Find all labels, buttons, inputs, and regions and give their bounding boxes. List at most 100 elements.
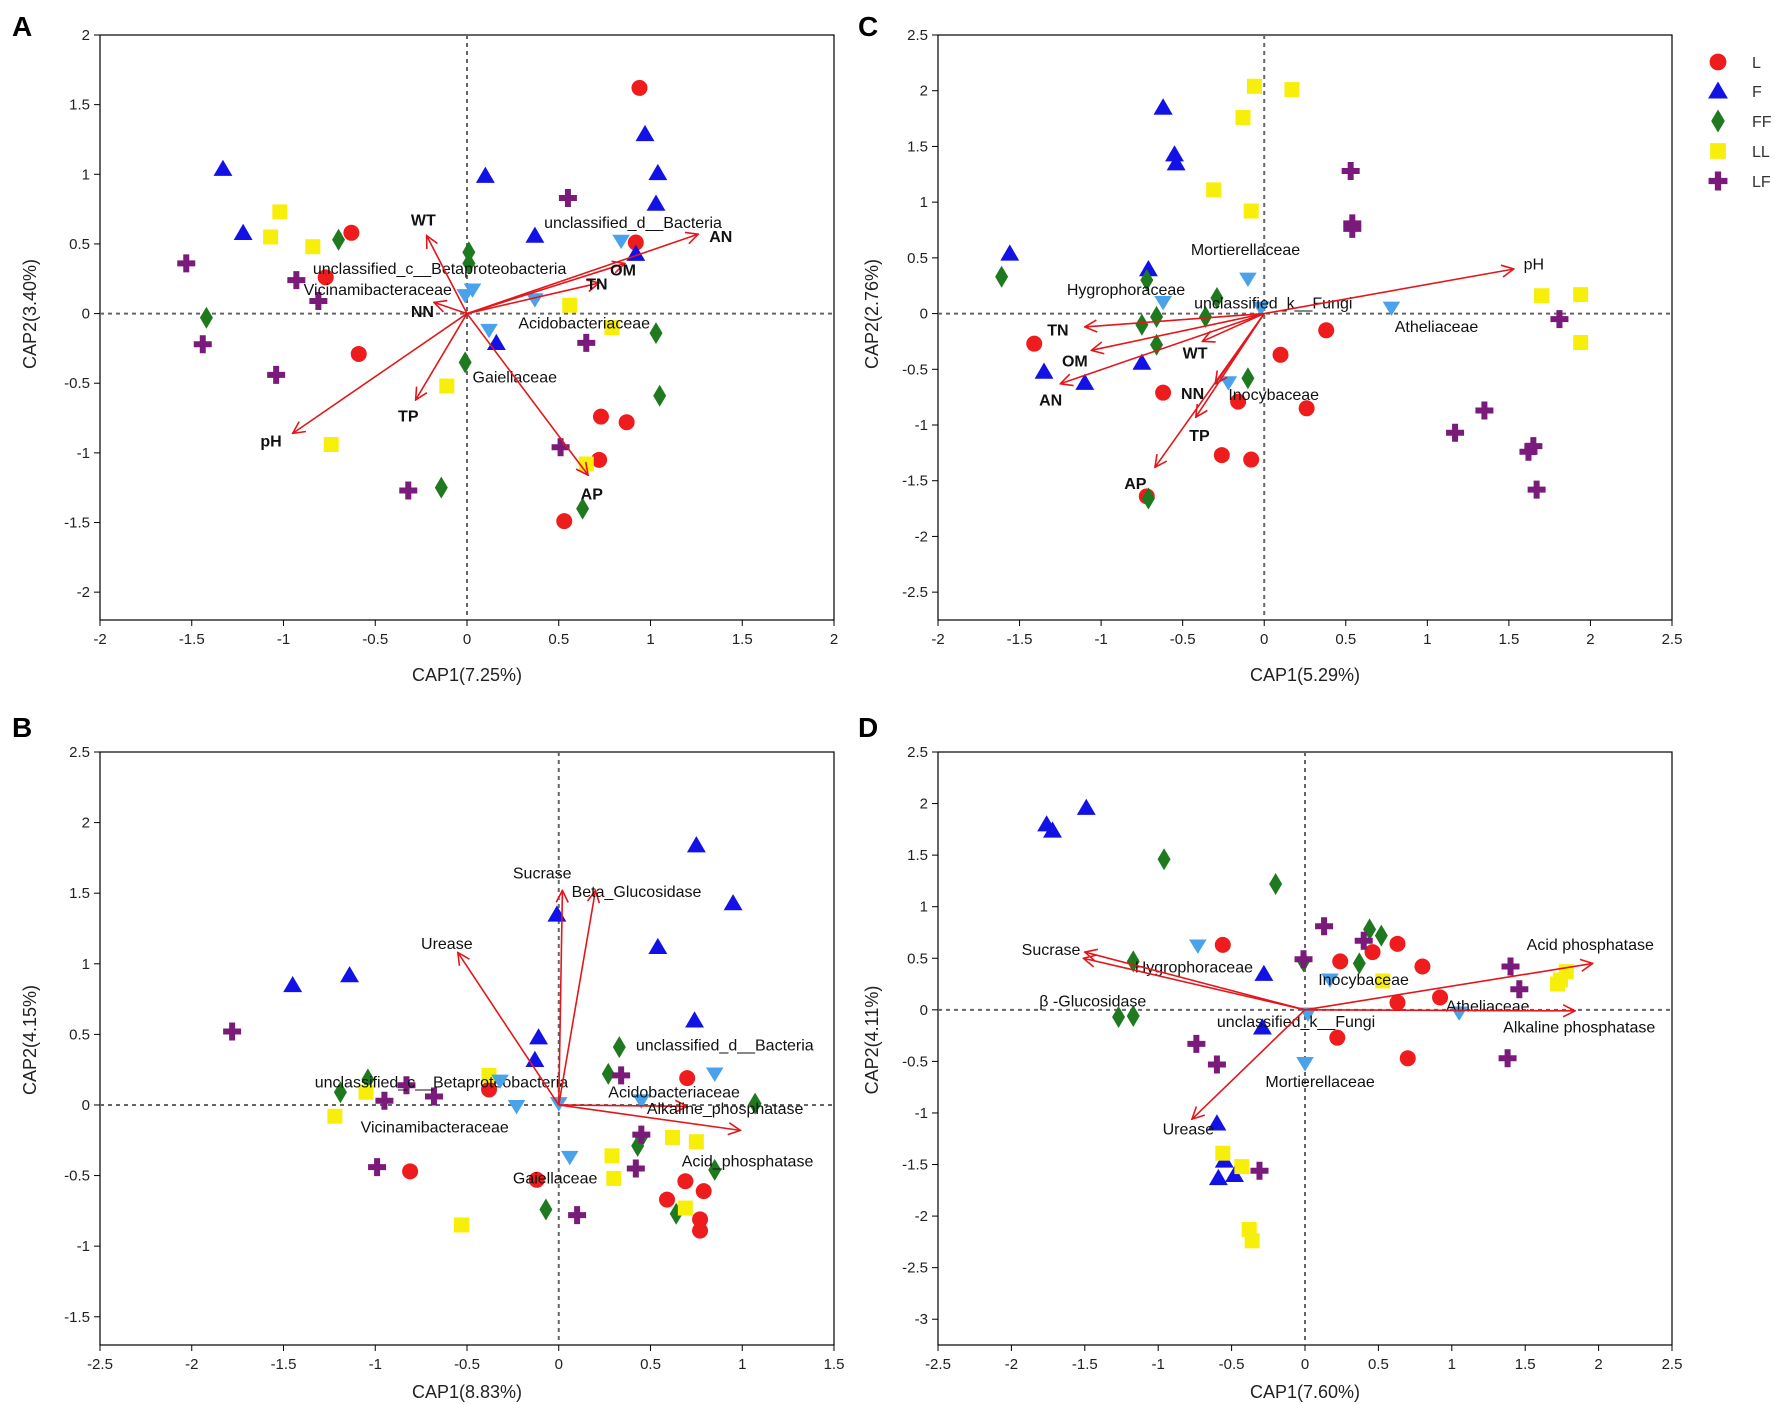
panel-d-vector-alkaline-phosphatase bbox=[1304, 1010, 1575, 1011]
panel-c-vector-label-ap: AP bbox=[1124, 476, 1147, 493]
panel-b-vector-beta-glucosidase bbox=[557, 890, 596, 1106]
panel-d-point-lf bbox=[1510, 980, 1529, 999]
panel-d-taxon-label-unclassified-k-fungi: unclassified_k__Fungi bbox=[1217, 1014, 1375, 1031]
panel-c-point-f bbox=[1000, 244, 1020, 261]
panel-d-y-tick-label: 2 bbox=[920, 796, 928, 813]
panel-d-x-tick-label: -1.5 bbox=[1072, 1356, 1098, 1373]
panel-d-y-tick-label: 1 bbox=[920, 899, 928, 916]
panel-d-x-tick-label: 2 bbox=[1594, 1356, 1602, 1373]
panel-d-vector-sucrase bbox=[1085, 952, 1306, 1011]
panel-d-point-ll bbox=[1375, 973, 1391, 989]
panel-a-point-ll bbox=[305, 239, 321, 255]
panel-a-point-lf bbox=[177, 254, 196, 273]
panel-a-y-tick-label: -1 bbox=[77, 445, 90, 462]
panel-c-vector-label-tp: TP bbox=[1189, 428, 1210, 445]
panel-c-point-l bbox=[1298, 400, 1315, 417]
panel-a-point-f bbox=[213, 159, 233, 176]
panel-b-y-tick-label: -1.5 bbox=[64, 1309, 90, 1326]
panel-d-point-l bbox=[1332, 953, 1349, 970]
legend-label-lf: LF bbox=[1752, 174, 1771, 191]
panel-d-point-l bbox=[1329, 1029, 1346, 1046]
panel-d-point-lf bbox=[1187, 1034, 1206, 1053]
panel-c-point-lf bbox=[1341, 161, 1360, 180]
panel-c-point-ff bbox=[1241, 367, 1255, 390]
panel-b-x-tick-label: -2 bbox=[185, 1356, 198, 1373]
panel-c-x-tick-label: -1.5 bbox=[1007, 631, 1033, 648]
panel-b-point-ll bbox=[481, 1067, 497, 1083]
panel-c-point-ff bbox=[1199, 305, 1213, 328]
panel-a-vector-tp bbox=[416, 313, 468, 400]
panel-a-point-l bbox=[556, 513, 573, 530]
panel-d-x-tick-label: -2 bbox=[1005, 1356, 1018, 1373]
panel-d-point-lf bbox=[1250, 1161, 1269, 1180]
panel-a-point-ff bbox=[653, 384, 667, 407]
panel-b-taxon-label-unclassified-d-bacteria: unclassified_d__Bacteria bbox=[636, 1038, 814, 1055]
panel-a-taxon-label-vicinamibacteraceae: Vicinamibacteraceae bbox=[304, 282, 452, 299]
panel-b-point-lf bbox=[612, 1066, 631, 1085]
panel-c-taxon-label-atheliaceae: Atheliaceae bbox=[1395, 319, 1479, 336]
panel-d-point-l bbox=[1214, 936, 1231, 953]
panel-a-point-l bbox=[591, 451, 608, 468]
panel-b-point-ll bbox=[453, 1217, 469, 1233]
panel-b-point-ll bbox=[665, 1129, 681, 1145]
panel-a-vector-ap bbox=[466, 313, 588, 476]
panel-d-point-f bbox=[1076, 798, 1096, 815]
panel-b-point-lf bbox=[223, 1022, 242, 1041]
panel-d-taxon-label-mortierellaceae: Mortierellaceae bbox=[1265, 1074, 1374, 1091]
panel-b-taxon-marker-gaiellaceae bbox=[560, 1150, 579, 1166]
panel-a-point-f bbox=[635, 124, 655, 142]
panel-c-y-tick-label: -1 bbox=[915, 417, 928, 434]
panel-a-vector-nn bbox=[434, 302, 468, 315]
panel-c-taxon-label-unclassified-k-fungi: unclassified_k__Fungi bbox=[1194, 296, 1352, 313]
panel-a-point-l bbox=[592, 408, 609, 425]
panel-a-y-axis-label: CAP2(3.40%) bbox=[20, 259, 40, 369]
panel-a-x-tick-label: -1 bbox=[277, 631, 290, 648]
panel-d-vector-label-glucosidase: β -Glucosidase bbox=[1039, 994, 1146, 1011]
panel-b-point-f bbox=[340, 966, 360, 983]
panel-c-point-f bbox=[1165, 145, 1184, 162]
panel-b-taxon-marker-unclassified-d-bacteria bbox=[705, 1067, 724, 1082]
panel-a-vector-label-tn: TN bbox=[586, 276, 607, 293]
panel-c-x-tick-label: 2 bbox=[1586, 631, 1594, 648]
panel-c-point-ll bbox=[1573, 287, 1589, 303]
panel-c-point-lf bbox=[1550, 310, 1569, 329]
panel-c-point-lf bbox=[1446, 423, 1465, 442]
panel-a-point-ff bbox=[458, 351, 472, 374]
panel-c-x-tick-label: -0.5 bbox=[1170, 631, 1196, 648]
panel-c-point-lf bbox=[1527, 480, 1546, 499]
panel-c-taxon-label-hygrophoraceae: Hygrophoraceae bbox=[1067, 282, 1185, 299]
panel-c-y-tick-label: 0.5 bbox=[907, 250, 928, 267]
panel-a-point-lf bbox=[287, 271, 306, 290]
panel-a-point-l bbox=[317, 269, 334, 286]
panel-c-point-f bbox=[1166, 154, 1186, 171]
panel-c-y-tick-label: -1.5 bbox=[902, 473, 928, 490]
panel-a-x-axis-label: CAP1(7.25%) bbox=[412, 665, 522, 685]
panel-c-point-ll bbox=[1573, 335, 1589, 351]
panel-c-y-tick-label: 1.5 bbox=[907, 138, 928, 155]
panel-b-point-ff bbox=[539, 1198, 553, 1221]
panel-a-point-ll bbox=[263, 229, 279, 245]
panel-b-y-tick-label: 0 bbox=[82, 1097, 90, 1114]
panel-b-point-l bbox=[402, 1163, 419, 1180]
panel-d-point-l bbox=[1399, 1050, 1416, 1067]
panel-letter-c: C bbox=[858, 11, 878, 42]
panel-c-point-ll bbox=[1235, 109, 1251, 125]
panel-c-point-l bbox=[1213, 447, 1230, 464]
panel-d-point-lf bbox=[1207, 1055, 1226, 1074]
panel-b-vector-acid-phosphatase bbox=[558, 1104, 741, 1130]
panel-d-point-lf bbox=[1294, 950, 1313, 969]
panel-a-point-l bbox=[618, 414, 635, 431]
panel-b-vector-urease bbox=[458, 952, 560, 1106]
panel-a-point-lf bbox=[309, 292, 328, 311]
panel-d-point-l bbox=[1389, 935, 1406, 952]
panel-c-point-ff bbox=[1141, 487, 1155, 510]
panel-c-vector-om bbox=[1091, 312, 1265, 351]
panel-a-point-ll bbox=[578, 456, 594, 472]
panel-d-x-tick-label: -0.5 bbox=[1219, 1356, 1245, 1373]
panel-d-taxon-marker-hygrophoraceae bbox=[1189, 939, 1207, 954]
panel-b-point-l bbox=[695, 1183, 712, 1200]
panel-d-point-ff bbox=[1269, 873, 1283, 896]
panel-c-plot: -2 -1.5 -1 -0.5 0 0.5 1 1.5 2 2.5 -2.5 -2 -1.5 -1 -0.5… bbox=[902, 27, 1682, 648]
panel-a-y-tick-label: -0.5 bbox=[64, 375, 90, 392]
panel-a-x-tick-label: 1.5 bbox=[732, 631, 753, 648]
